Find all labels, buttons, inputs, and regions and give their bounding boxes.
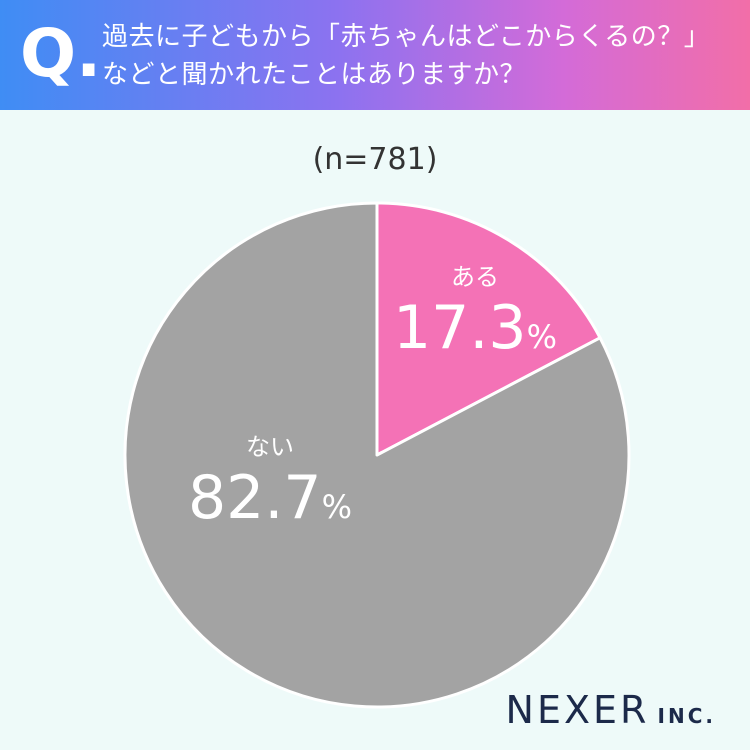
brand-suffix: INC. — [657, 704, 716, 728]
question-line-1: 過去に子どもから「赤ちゃんはどこからくるの？」 — [102, 22, 711, 52]
question-text: 過去に子どもから「赤ちゃんはどこからくるの？」 などと聞かれたことはありますか？ — [102, 18, 742, 94]
slice-label-aru: ある 17.3% — [385, 262, 565, 373]
question-banner: Q. 過去に子どもから「赤ちゃんはどこからくるの？」 などと聞かれたことはありま… — [0, 0, 750, 110]
nexer-logo: NEXER INC. — [506, 688, 716, 732]
question-mark-label: Q. — [20, 15, 102, 92]
sample-size-label: (n=781) — [312, 142, 438, 177]
slice-number-nai: 82.7 — [188, 463, 322, 533]
slice-value-nai: 82.7% — [170, 462, 370, 543]
slice-label-nai: ない 82.7% — [170, 432, 370, 543]
slice-category-nai: ない — [246, 433, 294, 461]
pie-slice-aru — [375, 201, 602, 457]
slice-category-aru: ある — [451, 263, 499, 291]
question-line-2: などと聞かれたことはありますか？ — [102, 60, 527, 90]
slice-unit-aru: % — [526, 318, 557, 356]
slice-value-aru: 17.3% — [385, 292, 565, 373]
pie-slice-nai — [123, 201, 631, 709]
slice-number-aru: 17.3 — [393, 293, 527, 363]
slice-unit-nai: % — [321, 488, 352, 526]
brand-name: NEXER — [505, 688, 650, 732]
